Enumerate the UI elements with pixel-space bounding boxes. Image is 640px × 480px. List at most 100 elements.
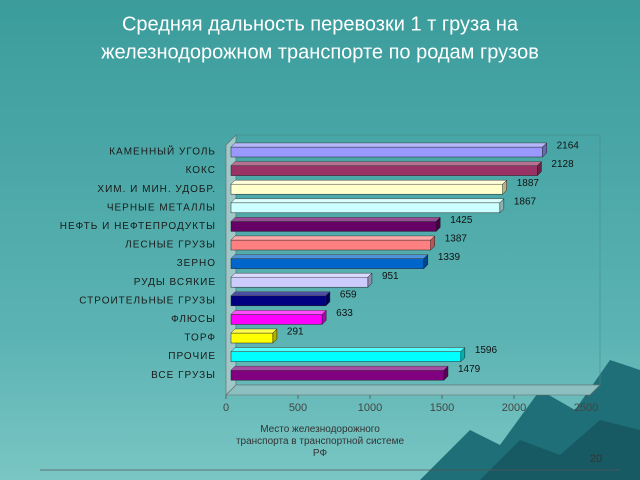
bar-side-shade: [460, 347, 465, 362]
floor: [225, 384, 601, 396]
bar-front: [230, 165, 538, 176]
value-label: 2164: [557, 141, 580, 152]
bar-top-shade: [231, 310, 327, 315]
value-label: 633: [336, 308, 353, 319]
bar-front: [230, 276, 369, 288]
bar-top-shade: [231, 236, 435, 240]
value-label: 1387: [445, 234, 468, 245]
bar-side-shade: [367, 273, 372, 288]
bar-side: [367, 272, 373, 288]
bar-front: [230, 202, 501, 214]
bar-side: [460, 346, 466, 363]
bar: [230, 328, 278, 344]
bar-side-shade: [542, 143, 547, 157]
category-label: ЗЕРНО: [177, 258, 216, 269]
bar-top-shade: [231, 254, 428, 259]
bar-side-shade: [502, 180, 507, 195]
bar-top-shade: [231, 217, 441, 222]
value-label: 1425: [450, 215, 473, 226]
category-label: ПРОЧИЕ: [168, 351, 216, 362]
bar-front: [230, 146, 543, 158]
bar-front: [230, 351, 462, 362]
bar-front: [230, 332, 274, 344]
bar-top-shade: [231, 143, 547, 147]
x-tick-label: 500: [289, 402, 307, 414]
x-tick-label: 1000: [358, 402, 382, 414]
bar-front: [230, 314, 323, 325]
bar-top-shade: [231, 198, 504, 203]
bar-side-shade: [423, 254, 428, 269]
bar-front: [230, 239, 431, 251]
bar-side: [542, 142, 547, 158]
bar-side: [537, 160, 542, 177]
title-line: железнодорожном транспорте по родам груз…: [101, 41, 539, 63]
value-label: 1887: [517, 178, 540, 189]
value-label: 951: [382, 271, 399, 282]
bar-side: [272, 328, 278, 344]
bar: [230, 253, 429, 270]
bar-side-shade: [325, 291, 330, 306]
bar: [230, 346, 466, 363]
value-label: 1339: [438, 252, 461, 263]
bar-side-shade: [436, 217, 441, 232]
bar-side: [502, 179, 507, 195]
category-label: ТОРФ: [184, 333, 216, 344]
bar-side-shade: [272, 329, 277, 343]
value-label: 1479: [458, 364, 481, 375]
bar-front: [230, 369, 445, 381]
bar-top-shade: [231, 273, 372, 278]
category-label: КАМЕННЫЙ УГОЛЬ: [109, 145, 216, 158]
bar-top-shade: [231, 347, 465, 352]
bar-side-shade: [322, 310, 327, 325]
bar: [230, 160, 543, 177]
value-label: 659: [340, 289, 357, 300]
bar-side-shade: [430, 236, 435, 250]
x-tick-label: 0: [223, 402, 229, 414]
category-label: КОКС: [186, 165, 216, 176]
value-label: 291: [287, 327, 304, 338]
bar-top-shade: [231, 291, 330, 296]
bar: [230, 309, 327, 326]
page-number: 20: [590, 453, 602, 465]
x-tick-label: 2500: [574, 402, 598, 414]
category-label: СТРОИТЕЛЬНЫЕ ГРУЗЫ: [79, 295, 216, 306]
bar-side-shade: [537, 161, 542, 176]
value-label: 2128: [551, 159, 574, 170]
bar: [230, 291, 331, 307]
value-label: 1596: [475, 345, 498, 356]
bar-top-shade: [231, 329, 277, 333]
bar-front: [230, 295, 327, 307]
bar-side-shade: [443, 366, 448, 381]
bar: [230, 235, 436, 251]
category-label: НЕФТЬ И НЕФТЕПРОДУКТЫ: [60, 221, 216, 232]
bar-top-shade: [231, 366, 448, 371]
x-tick-label: 1500: [430, 402, 454, 414]
category-label: ЛЕСНЫЕ ГРУЗЫ: [125, 240, 216, 251]
category-label: ХИМ. И МИН. УДОБР.: [97, 184, 216, 195]
footer-box: Место железнодорожного транспорта в тран…: [236, 424, 404, 459]
bar-side: [499, 198, 505, 214]
bar: [230, 179, 508, 195]
bar: [230, 216, 441, 233]
bar: [230, 142, 548, 158]
bar: [230, 272, 373, 288]
bar-side: [435, 216, 441, 233]
bar-front: [230, 221, 437, 232]
bar: [230, 198, 505, 214]
bar-side: [325, 291, 331, 307]
bar-top-shade: [231, 161, 542, 166]
bar-side: [321, 309, 327, 326]
bar-side: [443, 365, 449, 381]
title-line: Средняя дальность перевозки 1 т груза на: [122, 13, 519, 35]
bar-top-shade: [231, 180, 507, 185]
bar-front: [230, 258, 425, 269]
category-label: ЧЕРНЫЕ МЕТАЛЛЫ: [107, 202, 216, 213]
bar-side: [430, 235, 435, 251]
category-label: ВСЕ ГРУЗЫ: [151, 370, 216, 381]
bar-front: [230, 183, 503, 195]
mountains-front: [480, 420, 640, 480]
bar-side: [423, 253, 429, 270]
x-tick-label: 2000: [502, 402, 526, 414]
bar: [230, 365, 449, 381]
